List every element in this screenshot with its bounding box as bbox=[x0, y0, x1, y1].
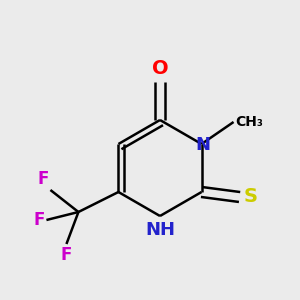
Text: S: S bbox=[244, 188, 258, 206]
Text: CH₃: CH₃ bbox=[236, 115, 263, 129]
Text: F: F bbox=[61, 246, 72, 264]
Text: N: N bbox=[195, 136, 210, 154]
Text: F: F bbox=[33, 211, 44, 229]
Text: F: F bbox=[37, 170, 48, 188]
Text: O: O bbox=[152, 59, 168, 78]
Text: NH: NH bbox=[145, 221, 175, 239]
